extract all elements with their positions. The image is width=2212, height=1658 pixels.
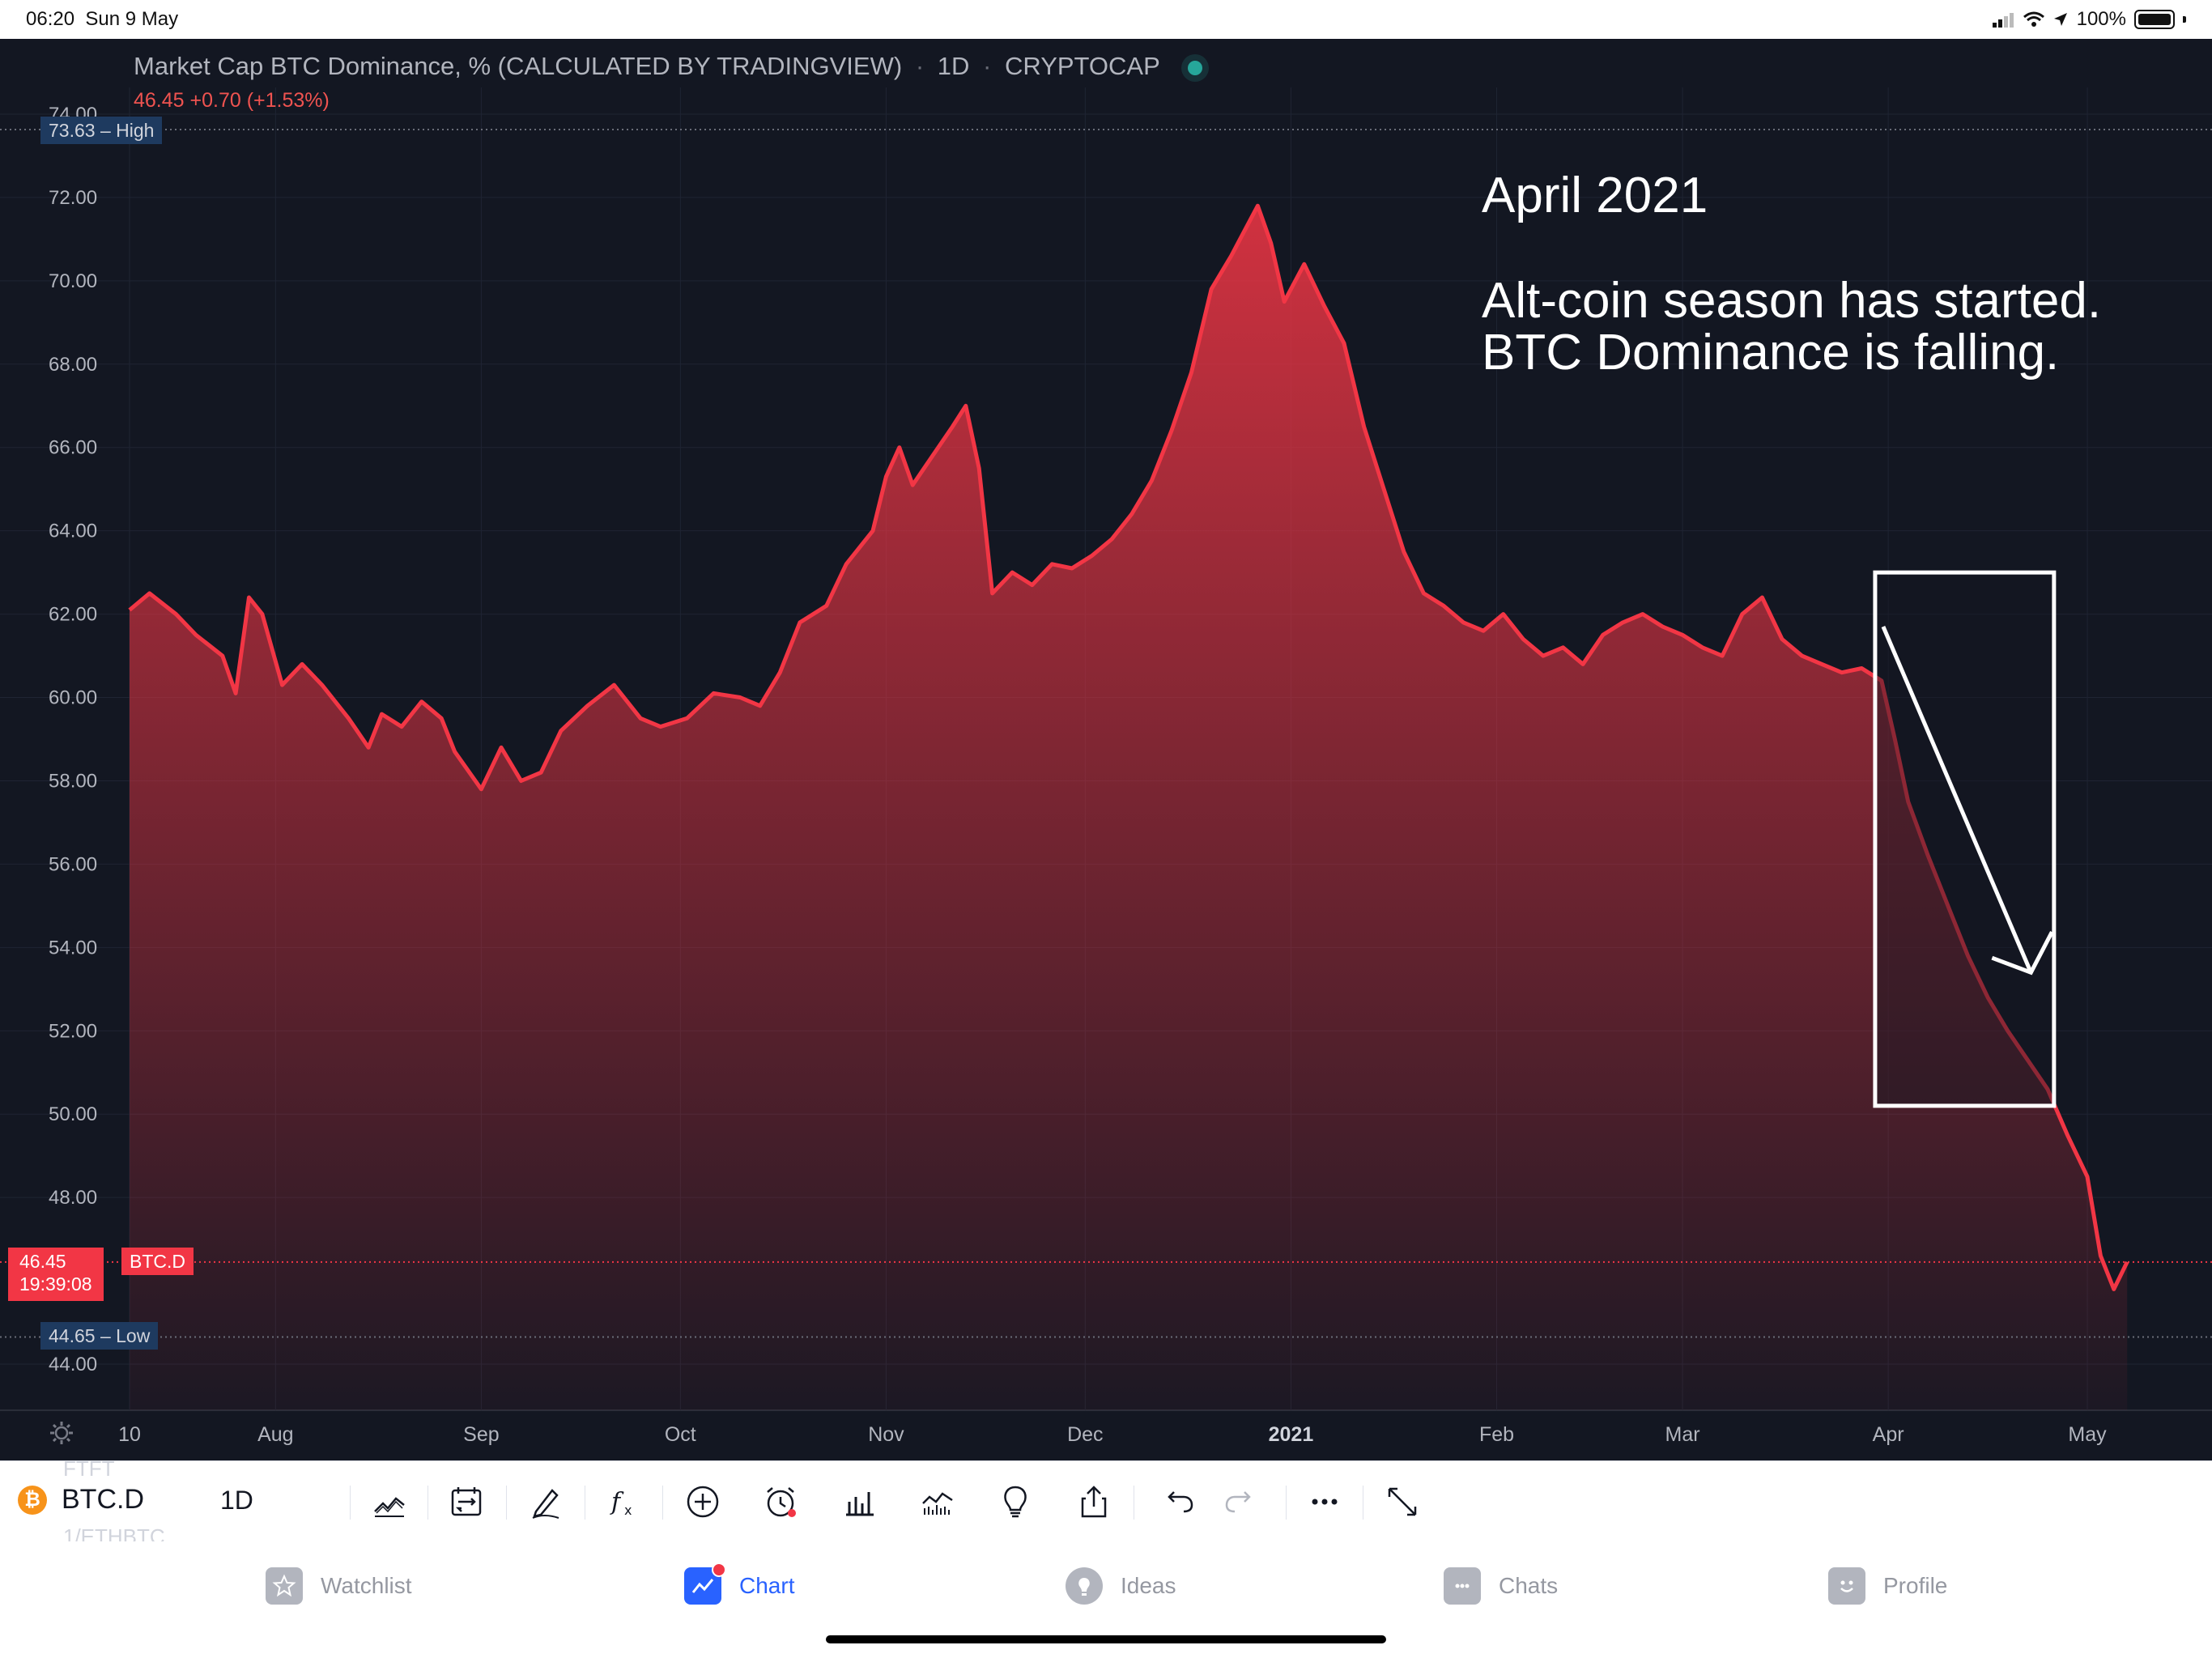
ideas-bulb-icon[interactable] (994, 1481, 1036, 1523)
y-axis-label: 56.00 (49, 853, 97, 875)
status-bar: 06:20 Sun 9 May 100% (0, 0, 2212, 39)
annotation-arrowhead (1991, 931, 2054, 976)
bulb-icon (1066, 1567, 1103, 1605)
nav-label-chart: Chart (739, 1573, 795, 1598)
symbol-price-label: BTC.D (121, 1248, 194, 1275)
battery-icon (2134, 10, 2175, 29)
x-axis-label: Feb (1479, 1423, 1514, 1446)
y-axis-label: 64.00 (49, 521, 97, 542)
nav-label-chats: Chats (1499, 1573, 1559, 1598)
nav-profile[interactable]: Profile (1828, 1567, 1947, 1605)
nav-chats[interactable]: Chats (1444, 1567, 1558, 1605)
smiley-icon (1828, 1567, 1865, 1605)
x-axis-label: 10 (118, 1423, 141, 1446)
svg-text:x: x (624, 1503, 632, 1518)
y-axis-label: 58.00 (49, 770, 97, 792)
drawing-tools-icon[interactable] (525, 1481, 567, 1523)
annotation-title[interactable]: April 2021 (1482, 168, 1708, 223)
nav-label-watchlist: Watchlist (321, 1573, 412, 1598)
home-indicator (826, 1635, 1386, 1643)
x-axis-label: Aug (257, 1423, 293, 1446)
nav-label-profile: Profile (1883, 1573, 1948, 1598)
x-axis-label: Nov (868, 1423, 904, 1446)
chart-area[interactable]: 44.00 48.00 50.00 52.00 54.00 56.00 58.00 60.00… (0, 39, 2212, 1460)
alert-clock-icon[interactable] (759, 1481, 802, 1523)
location-icon (2053, 13, 2067, 26)
status-time: 06:20 Sun 9 May (26, 8, 179, 30)
data-window-icon[interactable] (917, 1481, 959, 1523)
interval-selector[interactable]: 1D (220, 1486, 253, 1515)
series-line (128, 203, 2129, 1291)
low-marker: 44.65 – Low (40, 1322, 159, 1350)
price-chart[interactable]: 44.00 48.00 50.00 52.00 54.00 56.00 58.00 60.00… (0, 39, 2212, 1460)
x-axis-label: Mar (1665, 1423, 1700, 1446)
fullscreen-icon[interactable] (1381, 1481, 1423, 1523)
series-area (130, 206, 2128, 1411)
bar-countdown: 19:39:08 (19, 1273, 92, 1295)
y-axis-label: 60.00 (49, 687, 97, 709)
annotation-arrow (1881, 626, 2033, 974)
star-icon (266, 1567, 303, 1605)
redo-icon[interactable] (1219, 1481, 1261, 1523)
market-status-dot (1187, 60, 1202, 75)
x-axis-label: Dec (1067, 1423, 1103, 1446)
status-right: 100% (1992, 8, 2186, 31)
ghost-symbol-above: FTFT (63, 1456, 115, 1481)
chart-exchange: CRYPTOCAP (1004, 52, 1160, 80)
y-axis-label: 54.00 (49, 937, 97, 959)
x-axis-label: Oct (665, 1423, 696, 1446)
compare-icon[interactable] (445, 1481, 487, 1523)
y-axis-label: 44.00 (49, 1354, 97, 1375)
y-axis-label: 68.00 (49, 354, 97, 376)
x-axis-label: Apr (1873, 1423, 1904, 1446)
last-price-tag: 46.45 19:39:08 (8, 1248, 104, 1301)
nav-label-ideas: Ideas (1121, 1573, 1176, 1598)
symbol-name: BTC.D (62, 1484, 144, 1515)
annotation-rectangle (1873, 570, 2057, 1108)
symbol-selector[interactable]: ₿ BTC.D (18, 1484, 144, 1516)
financials-icon[interactable] (838, 1481, 880, 1523)
y-axis-label: 70.00 (49, 270, 97, 292)
annotation-line-1[interactable]: Alt-coin season has started. (1482, 273, 2102, 329)
chart-interval: 1D (937, 52, 970, 80)
cellular-signal-icon (1992, 13, 2014, 28)
y-axis-label: 50.00 (49, 1103, 97, 1125)
chart-legend[interactable]: Market Cap BTC Dominance, % (CALCULATED … (134, 52, 1202, 81)
nav-watchlist[interactable]: Watchlist (266, 1567, 412, 1605)
add-icon[interactable] (682, 1481, 724, 1523)
chart-nav-icon (684, 1562, 726, 1605)
chart-type-icon[interactable] (368, 1481, 410, 1523)
more-options-icon[interactable] (1304, 1481, 1346, 1523)
nav-ideas[interactable]: Ideas (1066, 1567, 1176, 1605)
nav-chart[interactable]: Chart (684, 1562, 795, 1605)
y-axis-label: 66.00 (49, 437, 97, 459)
undo-icon[interactable] (1158, 1481, 1200, 1523)
y-axis-label: 72.00 (49, 187, 97, 209)
price-change: 46.45 +0.70 (+1.53%) (134, 89, 330, 112)
share-icon[interactable] (1073, 1481, 1115, 1523)
wifi-icon (2023, 11, 2044, 27)
notification-dot (712, 1562, 726, 1577)
chart-title: Market Cap BTC Dominance, % (CALCULATED … (134, 52, 903, 80)
bitcoin-logo-icon: ₿ (18, 1485, 47, 1515)
settings-icon[interactable] (49, 1420, 74, 1446)
x-axis-label: 2021 (1269, 1423, 1314, 1446)
annotation-line-2[interactable]: BTC Dominance is falling. (1482, 325, 2060, 380)
x-axis-label: Sep (463, 1423, 499, 1446)
chat-bubble-icon (1444, 1567, 1481, 1605)
y-axis-label: 48.00 (49, 1187, 97, 1209)
battery-percent: 100% (2076, 8, 2126, 30)
y-axis-label: 52.00 (49, 1020, 97, 1042)
high-marker: 73.63 – High (40, 117, 163, 144)
x-axis-label: May (2068, 1423, 2107, 1446)
y-axis-label: 62.00 (49, 604, 97, 626)
svg-text:f: f (610, 1488, 624, 1516)
